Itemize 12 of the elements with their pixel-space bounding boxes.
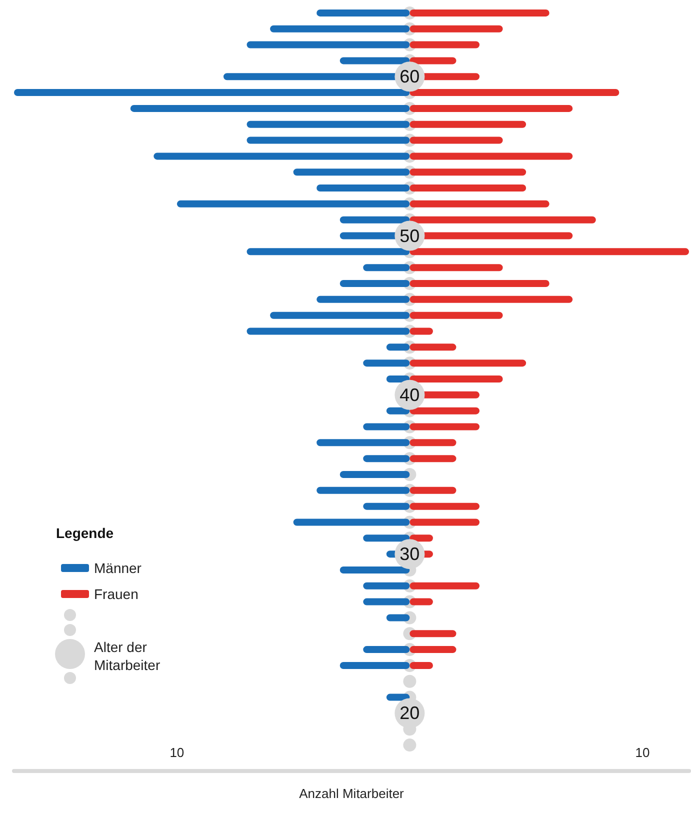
x-tick-label: 10 [635,745,650,760]
y-tick-label: 20 [400,703,420,724]
y-tick-label: 60 [400,66,420,87]
legend-label: Frauen [94,586,138,602]
y-tick-label: 40 [400,384,420,405]
y-axis-title: Alter der Mitarbeiter [94,638,162,674]
y-tick-label: 50 [400,226,420,246]
x-axis-title: Anzahl Mitarbeiter [299,786,405,801]
y-tick-label: 30 [400,544,420,564]
x-tick-label: 10 [170,745,184,760]
legend-label: Männer [94,560,142,576]
legend-title: Legende [56,525,114,541]
